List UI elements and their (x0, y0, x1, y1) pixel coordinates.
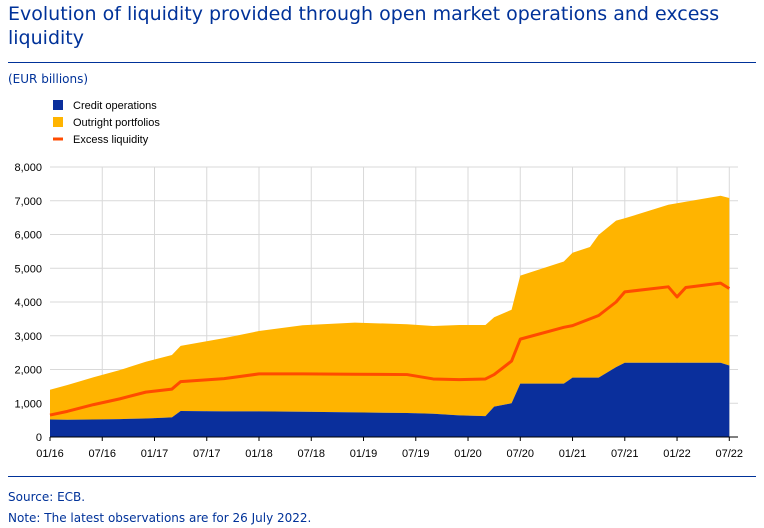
legend: Credit operations Outright portfolios Exce… (53, 100, 160, 146)
outright-portfolios-area (50, 195, 730, 420)
areas (50, 195, 730, 437)
x-tick-label: 07/19 (402, 448, 430, 460)
legend-outright-portfolios-label: Outright portfolios (73, 117, 160, 129)
y-tick-label: 0 (36, 432, 42, 444)
units-label: (EUR billions) (8, 72, 89, 86)
x-tick-label: 07/16 (88, 448, 116, 460)
chart-title: Evolution of liquidity provided through … (8, 3, 720, 49)
liquidity-chart: Credit operations Outright portfolios Exce… (14, 100, 743, 460)
title-rule (8, 62, 756, 63)
source-note: Source: ECB. (8, 490, 86, 504)
x-tick-label: 07/20 (507, 448, 535, 460)
x-tick-label: 01/16 (36, 448, 64, 460)
excess-liquidity-series (49, 281, 731, 417)
x-tick-label: 07/18 (298, 448, 326, 460)
excess-liquidity-line (49, 281, 731, 417)
y-tick-label: 8,000 (14, 162, 42, 174)
x-tick-label: 01/22 (663, 448, 691, 460)
y-tick-label: 4,000 (14, 297, 42, 309)
y-tick-label: 2,000 (14, 365, 42, 377)
x-tick-label: 01/19 (350, 448, 378, 460)
y-tick-label: 1,000 (14, 398, 42, 410)
legend-credit-operations-swatch (53, 100, 63, 110)
x-tick-label: 07/17 (193, 448, 221, 460)
y-tick-label: 5,000 (14, 263, 42, 275)
legend-excess-liquidity-label: Excess liquidity (73, 134, 149, 146)
footer-rule (8, 476, 756, 477)
x-tick-label: 01/17 (141, 448, 169, 460)
x-tick-label: 01/20 (454, 448, 482, 460)
x-tick-label: 01/18 (245, 448, 273, 460)
y-tick-label: 3,000 (14, 331, 42, 343)
y-tick-label: 6,000 (14, 230, 42, 242)
x-tick-label: 07/21 (611, 448, 639, 460)
legend-credit-operations-label: Credit operations (73, 100, 157, 112)
x-tick-label: 01/21 (559, 448, 587, 460)
credit-operations-area (50, 362, 730, 437)
observation-note: Note: The latest observations are for 26… (8, 511, 312, 525)
y-tick-label: 7,000 (14, 196, 42, 208)
axes: 0 1,000 2,000 3,000 4,000 5,000 6,000 7,000 8,00… (14, 162, 743, 460)
x-tick-label: 07/22 (716, 448, 744, 460)
legend-outright-portfolios-swatch (53, 117, 63, 127)
